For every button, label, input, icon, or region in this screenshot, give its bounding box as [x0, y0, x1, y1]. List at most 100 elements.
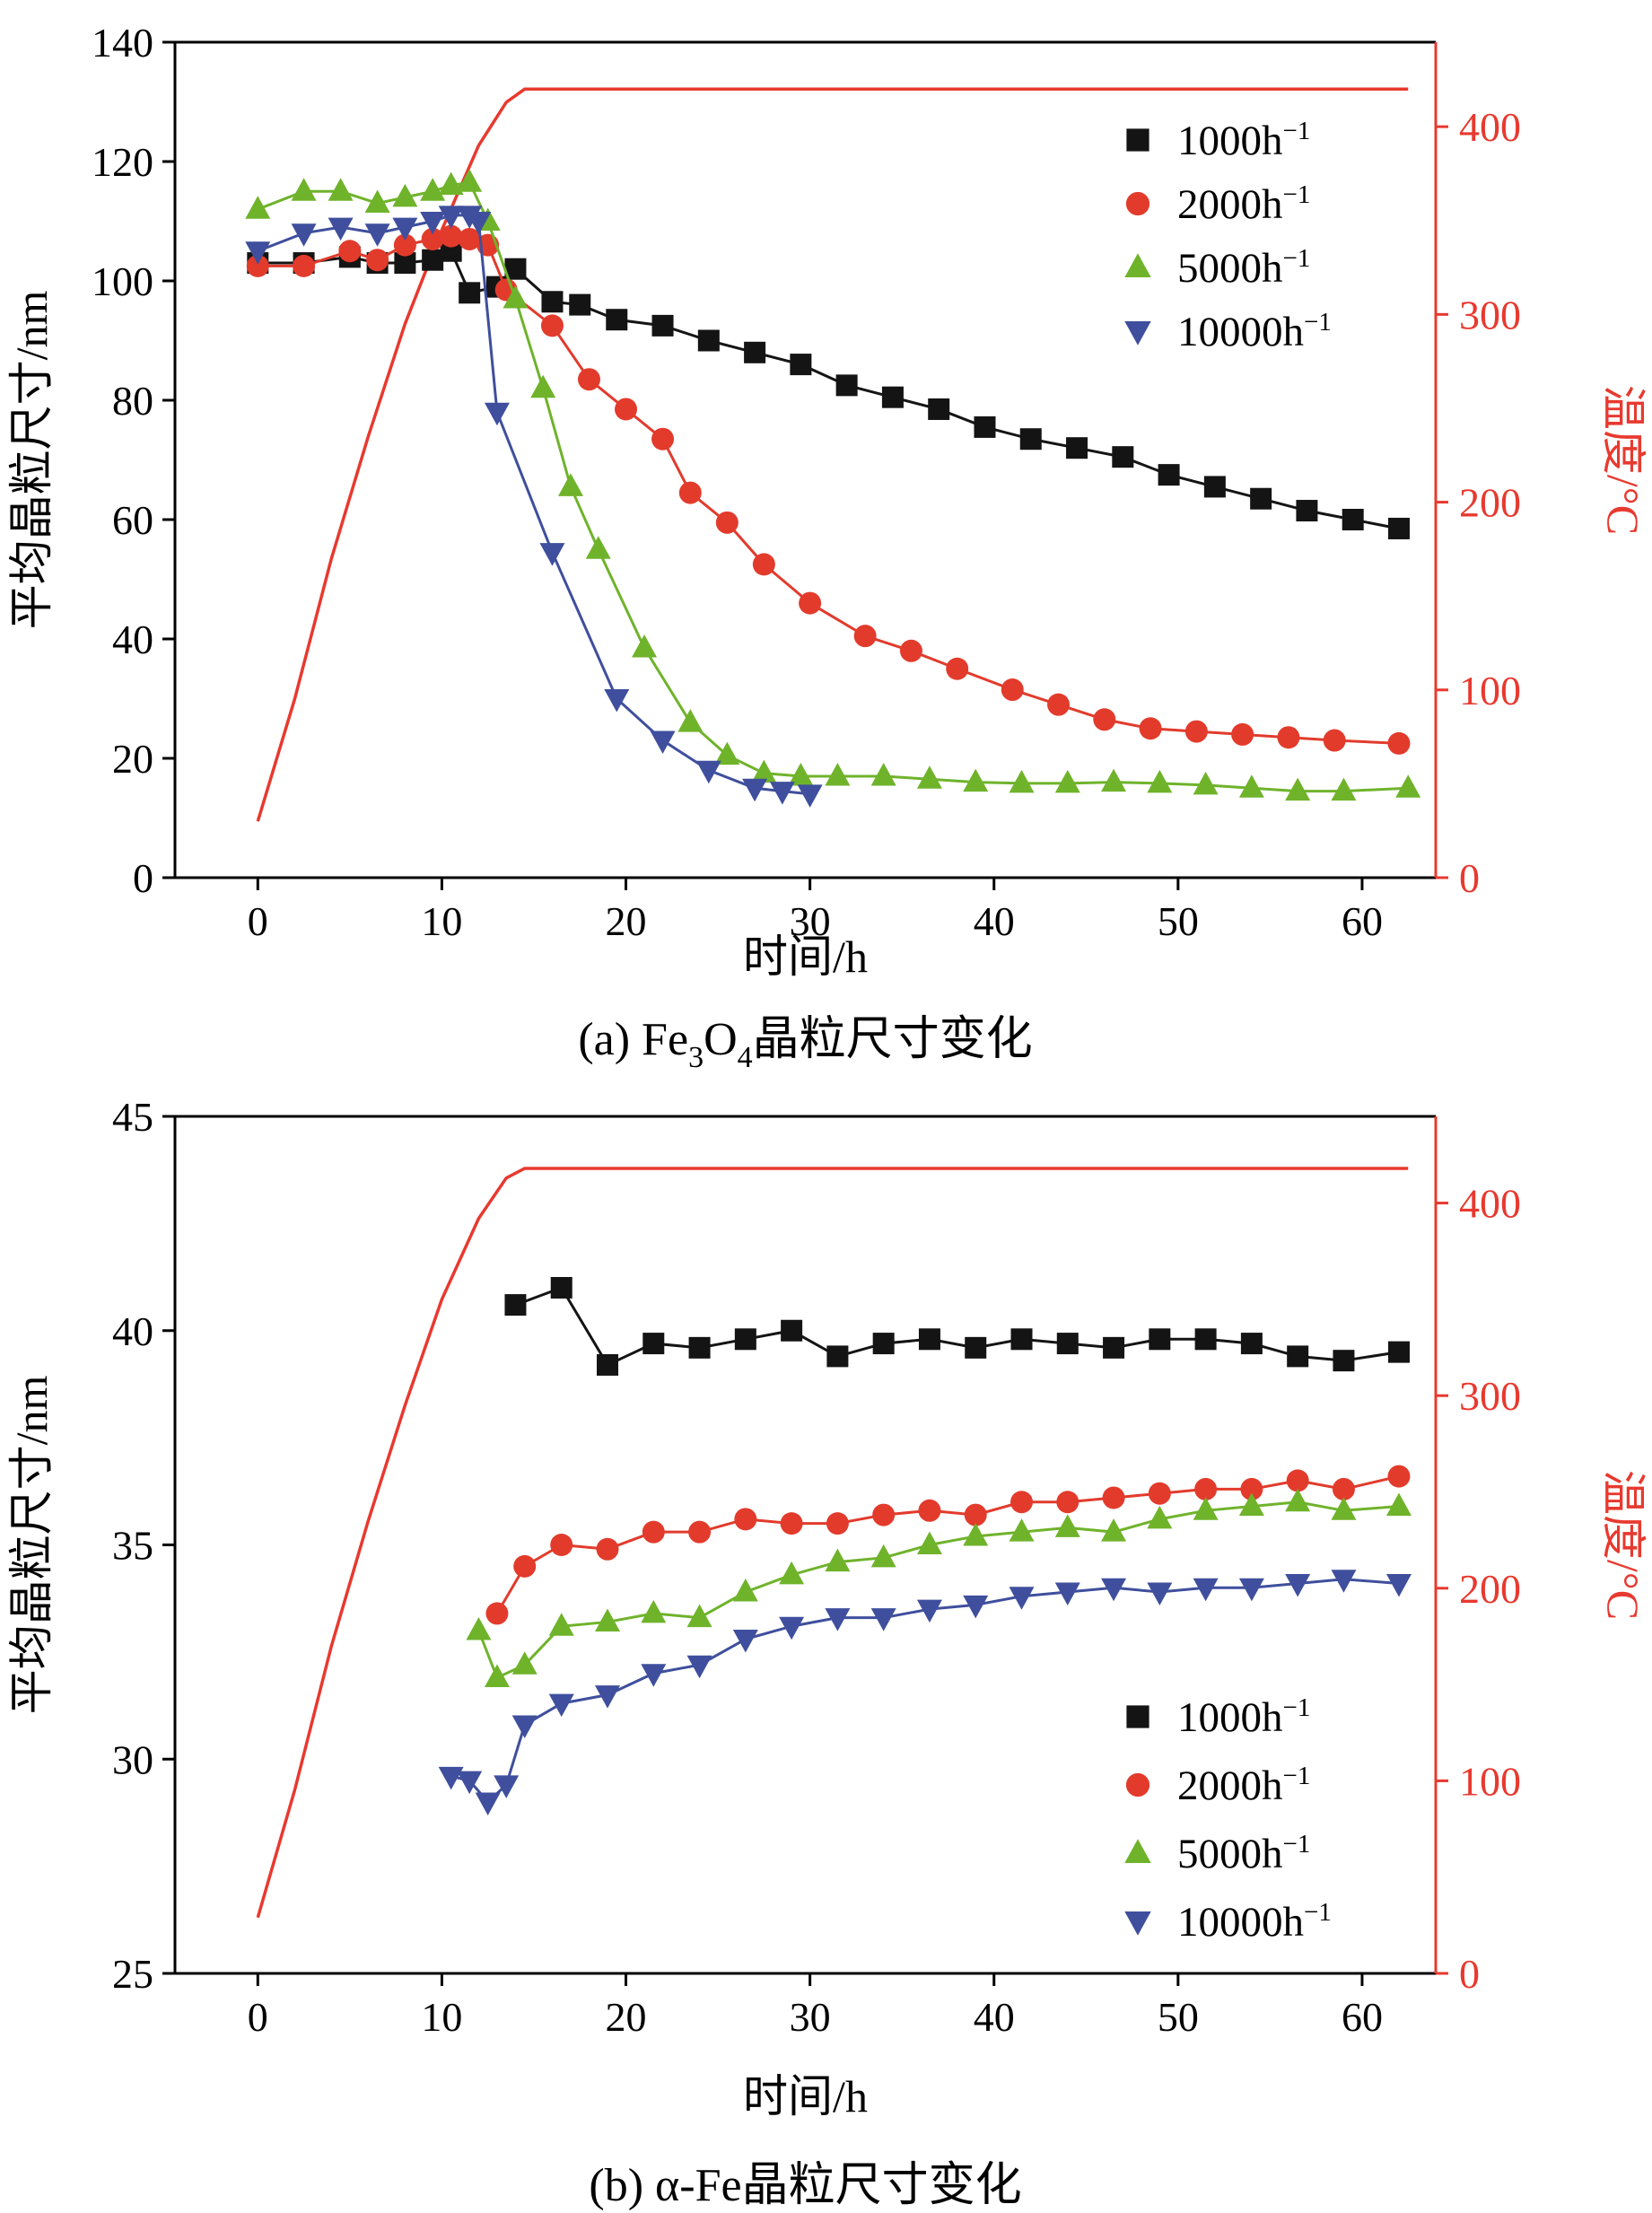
marker-circle	[550, 1534, 573, 1556]
left-tick-label: 60	[112, 497, 153, 543]
marker-triangle-up	[466, 1617, 492, 1640]
legend-label-2000h: 2000h−1	[1177, 1762, 1310, 1809]
marker-triangle-down	[1054, 1582, 1080, 1606]
marker-square	[697, 329, 720, 352]
marker-square	[651, 314, 674, 337]
marker-square	[790, 354, 812, 376]
right-axis-label: 温度/°C	[1598, 1470, 1648, 1620]
marker-square	[422, 249, 444, 271]
marker-triangle-up	[511, 1651, 538, 1675]
left-tick-label: 80	[112, 378, 153, 424]
marker-triangle-up	[751, 759, 777, 783]
marker-triangle-down	[494, 1775, 520, 1798]
marker-circle	[918, 1499, 941, 1522]
marker-square	[965, 1336, 987, 1359]
x-tick-label: 0	[248, 1994, 268, 2040]
marker-triangle-up	[825, 1548, 851, 1572]
marker-triangle-up	[870, 762, 896, 786]
x-tick-label: 60	[1342, 1994, 1383, 2040]
marker-circle	[1056, 1491, 1079, 1514]
marker-square	[1387, 517, 1410, 539]
left-tick-label: 40	[112, 1308, 153, 1354]
marker-triangle-down	[604, 689, 630, 713]
series-line-5000h	[477, 1500, 1400, 1680]
marker-circle	[293, 254, 316, 277]
marker-square	[597, 1353, 619, 1376]
marker-triangle-down	[1124, 1911, 1151, 1936]
marker-triangle-up	[1054, 1514, 1080, 1537]
marker-triangle-down	[392, 217, 418, 241]
marker-triangle-down	[779, 1616, 805, 1640]
marker-circle	[393, 233, 416, 257]
marker-triangle-down	[1385, 1573, 1412, 1597]
marker-square	[835, 374, 858, 397]
marker-square	[1296, 500, 1318, 522]
marker-circle	[946, 657, 969, 680]
marker-triangle-down	[686, 1655, 712, 1679]
marker-circle	[1125, 1772, 1150, 1798]
marker-triangle-down	[328, 217, 354, 241]
marker-triangle-down	[732, 1630, 758, 1653]
marker-triangle-down	[825, 1608, 851, 1631]
marker-circle	[1387, 1465, 1411, 1488]
marker-circle	[1047, 693, 1071, 716]
marker-triangle-down	[511, 1715, 538, 1739]
chart-caption: (a) Fe3O4晶粒尺寸变化	[578, 1014, 1032, 1074]
marker-triangle-up	[457, 169, 483, 192]
marker-triangle-down	[438, 1766, 464, 1790]
chart-a-fe3o4-grain-size: 0 20 40 60 80 100 120 140 0 100 200 300 400 0 10 20 30 40…	[6, 20, 1648, 1074]
marker-circle	[1093, 708, 1116, 731]
marker-square	[1066, 437, 1088, 459]
series-line-2000h	[495, 1474, 1400, 1614]
right-tick-label: 400	[1459, 104, 1521, 150]
left-tick-label: 35	[112, 1523, 153, 1569]
marker-triangle-up	[1147, 1505, 1173, 1529]
marker-square	[1203, 476, 1226, 498]
x-tick-label: 60	[1342, 898, 1383, 944]
marker-circle	[1148, 1482, 1171, 1505]
marker-circle	[642, 1520, 665, 1544]
marker-square	[504, 1294, 527, 1316]
marker-triangle-up	[963, 1522, 989, 1546]
x-tick-label: 30	[790, 898, 831, 944]
marker-circle	[366, 249, 389, 272]
marker-triangle-up	[484, 1664, 510, 1688]
marker-triangle-up	[392, 183, 418, 207]
marker-circle	[780, 1512, 803, 1535]
marker-triangle-up	[1285, 1488, 1311, 1512]
x-axis-label: 时间/h	[743, 2071, 868, 2121]
left-tick-label: 25	[112, 1951, 153, 1997]
temperature-line	[256, 87, 1409, 822]
marker-square	[1387, 1341, 1410, 1363]
marker-square	[1126, 1705, 1149, 1728]
marker-triangle-down	[438, 206, 464, 229]
marker-circle	[678, 481, 702, 504]
marker-triangle-down	[742, 778, 768, 802]
series-line-10000h	[450, 1578, 1400, 1805]
x-tick-label: 0	[248, 898, 268, 944]
marker-triangle-up	[1124, 253, 1151, 278]
marker-triangle-up	[686, 1604, 712, 1628]
marker-triangle-up	[1054, 769, 1080, 793]
legend-label-2000h: 2000h−1	[1177, 180, 1310, 228]
marker-triangle-up	[585, 536, 611, 559]
marker-circle	[421, 227, 444, 250]
marker-triangle-up	[732, 1579, 758, 1602]
x-tick-label: 10	[421, 1994, 462, 2040]
marker-triangle-up	[714, 741, 740, 765]
marker-triangle-down	[963, 1595, 989, 1619]
marker-circle	[734, 1508, 757, 1531]
legend-label-5000h: 5000h−1	[1177, 244, 1310, 292]
marker-triangle-up	[1009, 1518, 1035, 1542]
marker-circle	[1323, 729, 1346, 752]
marker-triangle-down	[1147, 1582, 1173, 1606]
marker-square	[688, 1336, 711, 1359]
marker-circle	[458, 227, 481, 250]
marker-square	[1149, 1328, 1171, 1351]
marker-square	[928, 398, 950, 420]
marker-triangle-down	[641, 1664, 667, 1687]
x-tick-label: 10	[421, 898, 462, 944]
marker-circle	[540, 314, 564, 337]
marker-triangle-down	[1285, 1573, 1311, 1597]
marker-square	[1342, 509, 1364, 530]
